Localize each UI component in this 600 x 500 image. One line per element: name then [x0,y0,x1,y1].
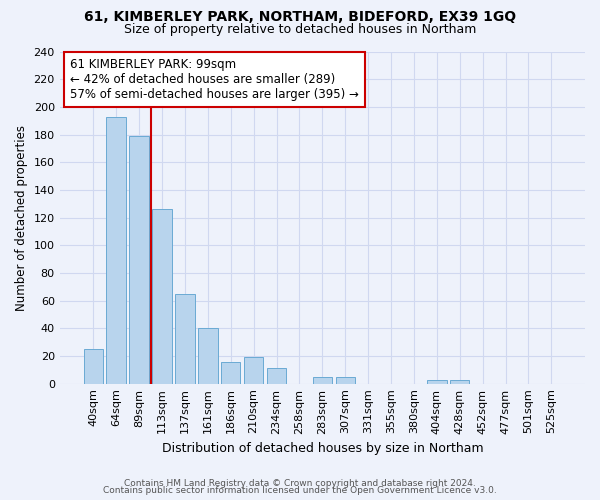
Bar [106,116,126,384]
Bar [198,328,218,384]
Bar [313,377,332,384]
Bar [450,380,469,384]
Text: Size of property relative to detached houses in Northam: Size of property relative to detached ho… [124,22,476,36]
Bar [267,368,286,384]
Y-axis label: Number of detached properties: Number of detached properties [15,124,28,310]
Bar [83,349,103,384]
Text: 61 KIMBERLEY PARK: 99sqm
← 42% of detached houses are smaller (289)
57% of semi-: 61 KIMBERLEY PARK: 99sqm ← 42% of detach… [70,58,359,101]
X-axis label: Distribution of detached houses by size in Northam: Distribution of detached houses by size … [161,442,483,455]
Text: Contains public sector information licensed under the Open Government Licence v3: Contains public sector information licen… [103,486,497,495]
Text: Contains HM Land Registry data © Crown copyright and database right 2024.: Contains HM Land Registry data © Crown c… [124,478,476,488]
Bar [130,136,149,384]
Bar [152,210,172,384]
Text: 61, KIMBERLEY PARK, NORTHAM, BIDEFORD, EX39 1GQ: 61, KIMBERLEY PARK, NORTHAM, BIDEFORD, E… [84,10,516,24]
Bar [335,377,355,384]
Bar [427,380,446,384]
Bar [221,362,241,384]
Bar [175,294,194,384]
Bar [244,358,263,384]
